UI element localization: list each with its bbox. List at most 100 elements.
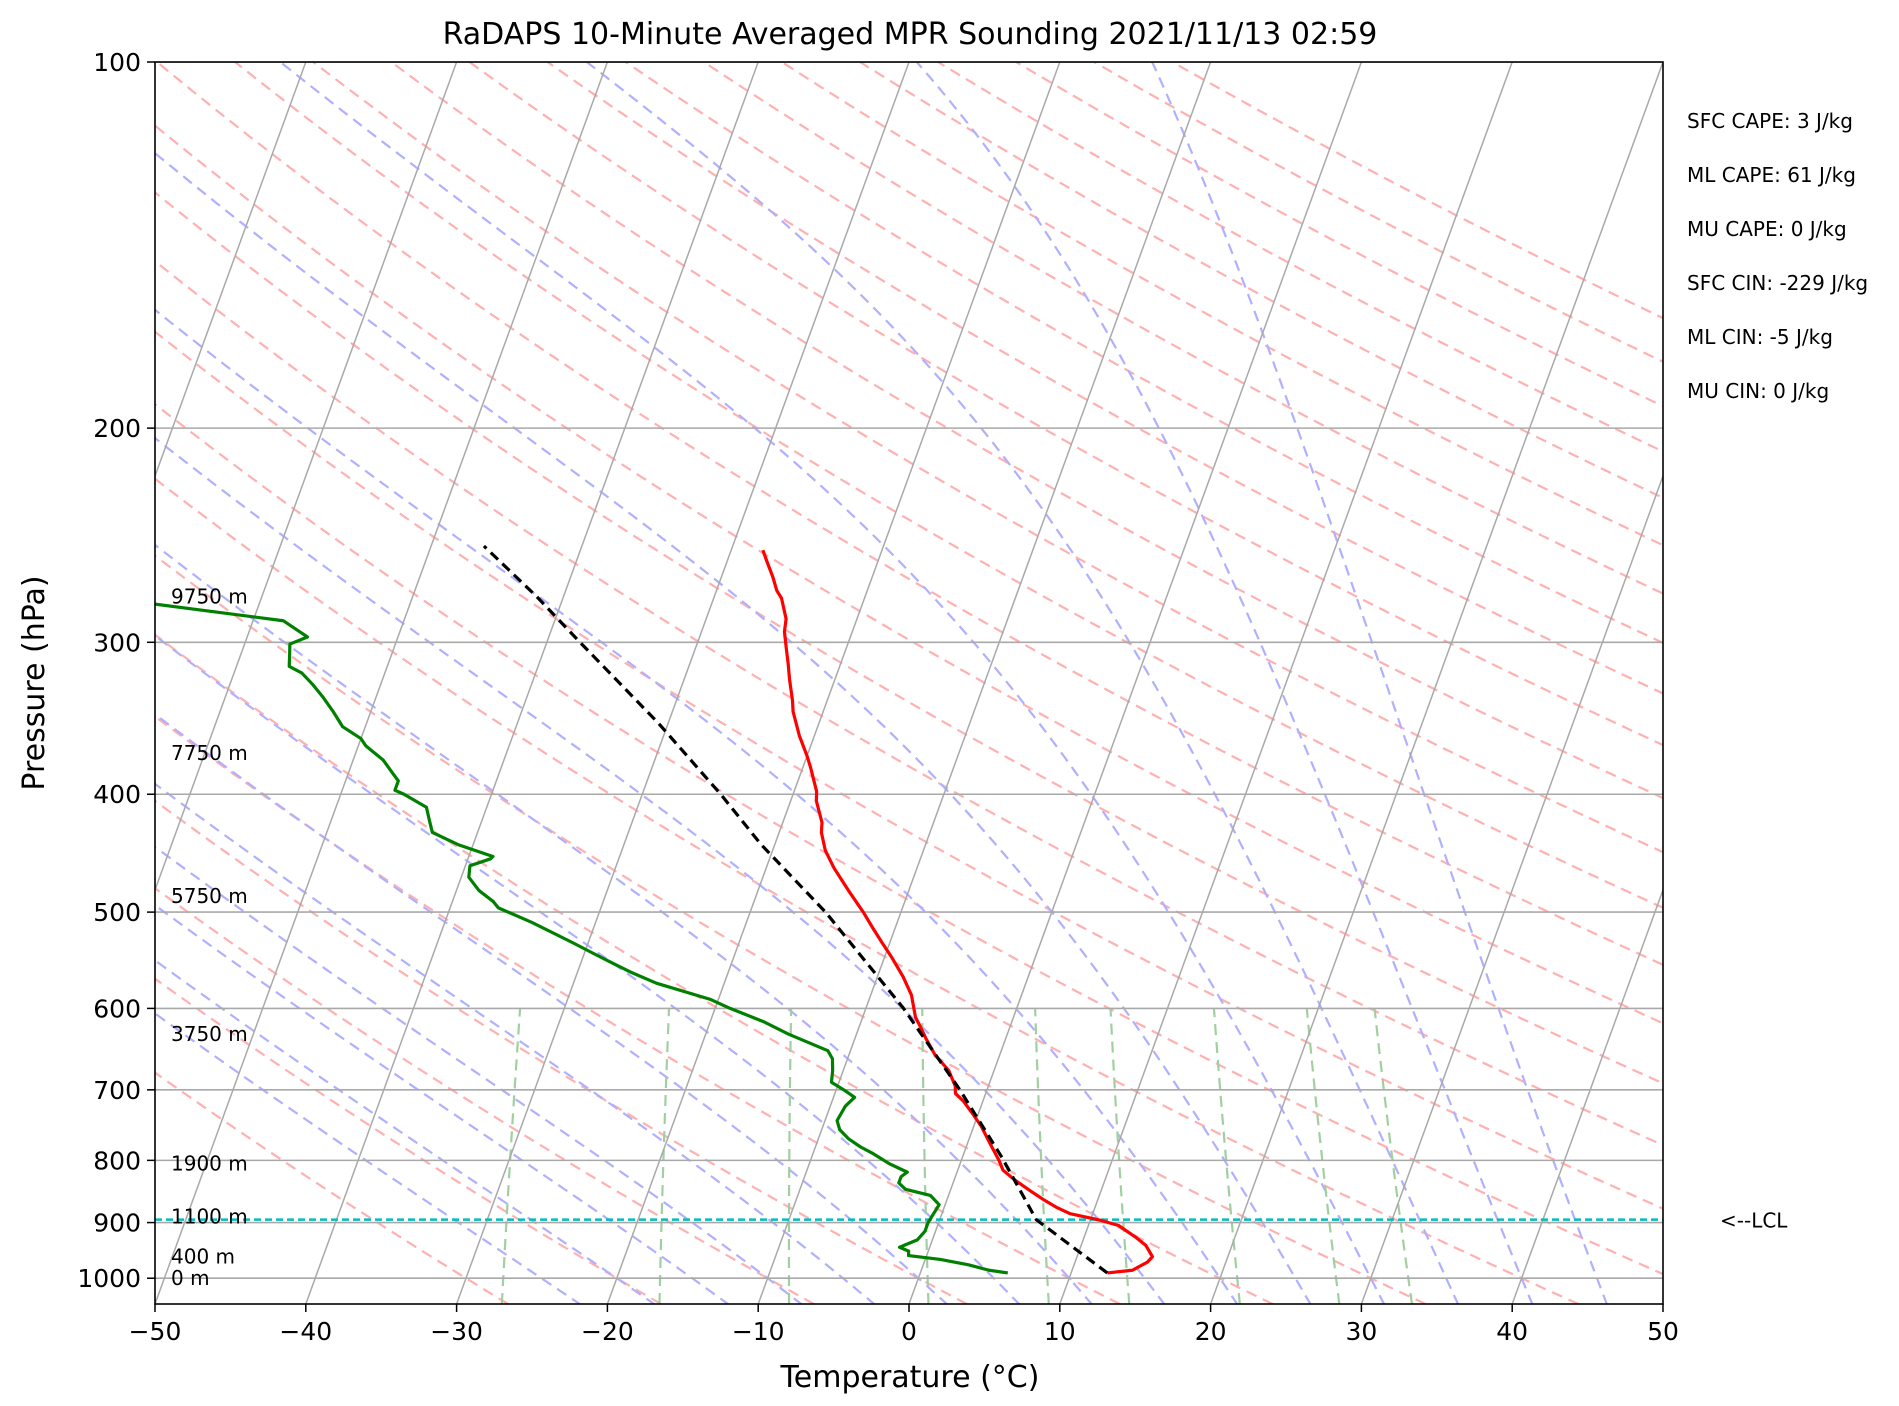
x-tick-label: 30	[1345, 1317, 1377, 1346]
x-tick-label: 40	[1496, 1317, 1528, 1346]
isotherm-line	[606, 62, 1061, 1304]
moist-adiabat-line	[155, 959, 656, 1304]
mixing-ratio-line	[1212, 1008, 1241, 1304]
dry-adiabat-line	[155, 259, 1663, 1147]
isotherm-line	[908, 62, 1363, 1304]
y-tick-label: 700	[93, 1076, 141, 1105]
dry-adiabat-line	[390, 62, 1663, 800]
stat-label: MU CIN: 0 J/kg	[1687, 379, 1829, 403]
dry-adiabat-line	[155, 799, 968, 1304]
chart-title: RaDAPS 10-Minute Averaged MPR Sounding 2…	[443, 17, 1378, 52]
height-label: 1900 m	[171, 1152, 248, 1176]
mixing-ratio-line	[921, 1008, 930, 1304]
lcl-label: <--LCL	[1720, 1209, 1788, 1233]
dry-adiabat-line	[312, 62, 1663, 854]
x-tick-label: −30	[430, 1317, 483, 1346]
moist-adiabat-line	[155, 634, 1021, 1304]
dry-adiabat-line	[155, 715, 1121, 1304]
isotherm-line	[1059, 62, 1513, 1304]
moist-adiabat-line	[1151, 62, 1608, 1304]
dry-adiabat-line	[1093, 62, 1663, 363]
x-tick-label: 50	[1647, 1317, 1679, 1346]
stat-label: SFC CIN: -229 J/kg	[1687, 271, 1868, 295]
isotherm-line	[1360, 473, 1663, 1304]
dry-adiabat-line	[624, 62, 1663, 645]
x-tick-label: 0	[901, 1317, 917, 1346]
y-tick-label: 800	[93, 1146, 141, 1175]
x-tick-label: −50	[129, 1317, 182, 1346]
isotherm-line	[1511, 887, 1663, 1304]
isotherm-line	[155, 62, 458, 893]
mixing-ratio-line	[1109, 1008, 1131, 1304]
dry-adiabat-line	[859, 62, 1663, 500]
dry-adiabat-line	[703, 62, 1663, 595]
isotherm-line	[305, 62, 759, 1304]
dry-adiabat-line	[155, 330, 1663, 1210]
x-tick-label: −10	[732, 1317, 785, 1346]
dry-adiabat-line	[155, 886, 815, 1304]
y-tick-label: 500	[93, 898, 141, 927]
y-tick-label: 400	[93, 780, 141, 809]
moist-adiabat-line	[155, 712, 949, 1304]
isotherm-line	[155, 62, 307, 479]
dry-adiabat-line	[155, 554, 1427, 1304]
y-tick-label: 300	[93, 628, 141, 657]
moist-adiabat-line	[155, 543, 1093, 1304]
x-tick-label: −20	[581, 1317, 634, 1346]
stat-label: SFC CAPE: 3 J/kg	[1687, 109, 1853, 133]
isotherm-line	[155, 62, 609, 1304]
moist-adiabat-line	[155, 782, 876, 1304]
stat-label: MU CAPE: 0 J/kg	[1687, 217, 1847, 241]
moist-adiabat-line	[155, 308, 1239, 1304]
stat-label: ML CIN: -5 J/kg	[1687, 325, 1833, 349]
y-tick-label: 100	[93, 48, 141, 77]
y-tick-label: 900	[93, 1209, 141, 1238]
dry-adiabat-line	[155, 124, 1663, 1025]
height-label: 400 m	[171, 1245, 235, 1269]
dry-adiabat-line	[781, 62, 1663, 547]
y-tick-label: 600	[93, 994, 141, 1023]
dry-adiabat-line	[468, 62, 1663, 747]
height-label: 9750 m	[171, 584, 248, 608]
x-tick-label: −40	[279, 1317, 332, 1346]
isotherm-line	[1662, 1301, 1663, 1304]
dewpoint-profile-line	[155, 602, 1009, 1275]
y-tick-label: 1000	[77, 1264, 141, 1293]
axis-ticks: −50 −40 −30 −20 −10 0 10 20 30 40 50 100 200 300 400 50…	[77, 48, 1679, 1346]
background-lines	[0, 62, 1663, 1304]
dry-adiabat-line	[1171, 62, 1663, 320]
height-label: 3750 m	[171, 1022, 248, 1046]
pressure-gridlines	[155, 62, 1663, 1280]
isotherm-line	[455, 62, 910, 1304]
mixing-ratio-line	[500, 1008, 522, 1304]
height-label: 7750 m	[171, 741, 248, 765]
height-label: 5750 m	[171, 884, 248, 908]
height-label: 0 m	[171, 1266, 210, 1290]
moist-adiabat-line	[279, 62, 1386, 1304]
temperature-profile-line	[761, 549, 1155, 1275]
dry-adiabat-line	[234, 62, 1663, 909]
dry-adiabat-line	[937, 62, 1663, 453]
dry-adiabat-line	[155, 477, 1579, 1304]
dry-adiabat-line	[155, 977, 662, 1304]
mixing-ratio-line	[787, 1008, 793, 1304]
x-tick-label: 20	[1195, 1317, 1227, 1346]
mixing-ratio-line	[1373, 1008, 1414, 1304]
isotherm-line	[757, 62, 1212, 1304]
height-label: 1100 m	[171, 1205, 248, 1229]
dry-adiabat-line	[155, 191, 1663, 1085]
dry-adiabat-line	[1015, 62, 1663, 408]
mixing-ratio-line	[1034, 1008, 1050, 1304]
mixing-ratio-line	[1305, 1008, 1341, 1304]
dry-adiabat-line	[155, 402, 1663, 1276]
moist-adiabat-line	[586, 62, 1460, 1304]
x-axis-label: Temperature (°C)	[780, 1360, 1040, 1395]
isotherm-line	[0, 62, 4, 1304]
dry-adiabat-line	[156, 62, 1663, 966]
y-tick-label: 200	[93, 414, 141, 443]
moist-adiabat-line	[155, 436, 1166, 1304]
sounding-series	[155, 544, 1663, 1275]
stat-label: ML CAPE: 61 J/kg	[1687, 163, 1856, 187]
